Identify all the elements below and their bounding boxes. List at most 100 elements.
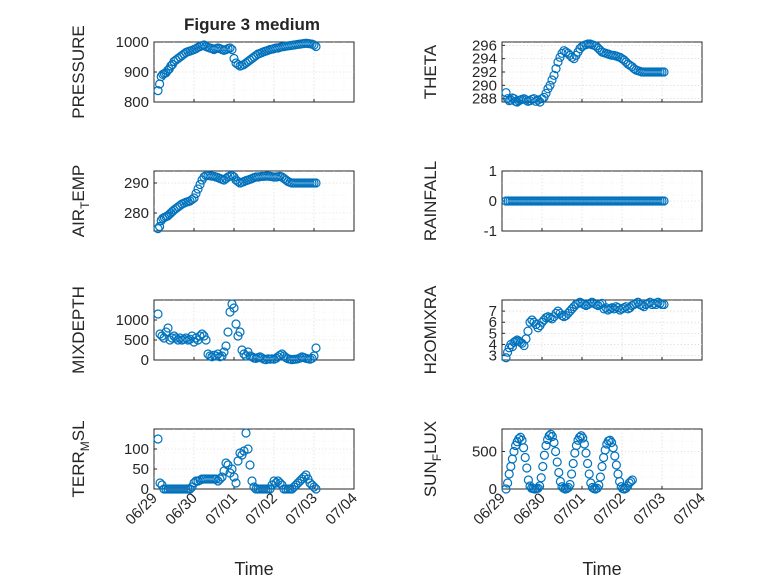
data-point bbox=[275, 350, 285, 360]
y-axis-label: RAINFALL bbox=[421, 161, 440, 241]
data-point bbox=[179, 334, 189, 344]
series-markers bbox=[501, 39, 669, 107]
data-point bbox=[166, 208, 176, 218]
series-markers bbox=[501, 297, 669, 363]
data-point bbox=[568, 458, 578, 469]
data-point bbox=[545, 80, 555, 90]
y-axis-label: MIXDEPTH bbox=[69, 286, 88, 374]
data-point bbox=[501, 353, 511, 363]
data-point bbox=[554, 467, 564, 478]
data-point bbox=[578, 433, 588, 443]
y-tick-label: 0 bbox=[489, 193, 497, 210]
data-point bbox=[581, 448, 591, 458]
data-point bbox=[211, 351, 221, 361]
x-tick-label: 07/03 bbox=[282, 490, 321, 529]
data-point bbox=[163, 323, 173, 333]
data-point bbox=[231, 478, 241, 488]
y-tick-label: 900 bbox=[124, 64, 149, 81]
y-tick-label: 500 bbox=[124, 332, 149, 349]
data-point bbox=[610, 451, 620, 461]
data-point bbox=[539, 450, 550, 460]
data-point bbox=[229, 303, 239, 313]
x-tick-label: 07/03 bbox=[630, 490, 669, 529]
data-point bbox=[576, 431, 586, 441]
data-point bbox=[627, 475, 638, 485]
data-point bbox=[531, 96, 541, 106]
data-point bbox=[231, 319, 241, 329]
data-point bbox=[243, 444, 253, 454]
y-tick-label: 296 bbox=[472, 37, 497, 54]
data-point bbox=[566, 469, 577, 479]
data-point bbox=[189, 193, 199, 203]
data-point bbox=[241, 428, 251, 438]
data-point bbox=[582, 458, 593, 469]
data-point bbox=[546, 429, 556, 439]
data-point bbox=[235, 327, 245, 337]
data-point bbox=[503, 478, 513, 488]
subplot-terr-msl: 06/29 06/30 07/01 07/02 07/03 07/04050100TERR… bbox=[69, 420, 361, 579]
data-point bbox=[217, 472, 227, 482]
data-point bbox=[523, 475, 534, 485]
data-point bbox=[311, 484, 321, 494]
data-point bbox=[541, 88, 551, 98]
y-tick-label: 0 bbox=[141, 481, 149, 498]
series-markers bbox=[153, 38, 321, 96]
x-tick-label: 06/30 bbox=[162, 490, 201, 529]
data-point bbox=[153, 309, 163, 319]
y-axis-label: TERRMSL bbox=[69, 420, 92, 497]
x-tick-label: 07/01 bbox=[550, 490, 589, 529]
y-tick-label: 1 bbox=[489, 163, 497, 180]
series-markers bbox=[153, 170, 321, 234]
data-point bbox=[509, 446, 519, 457]
data-point bbox=[536, 473, 546, 483]
data-point bbox=[155, 221, 165, 232]
subplot-rainfall: -1 0 1 RAINFALL bbox=[421, 161, 703, 241]
x-tick-label: 07/04 bbox=[670, 490, 709, 529]
data-point bbox=[565, 479, 575, 490]
data-point bbox=[153, 434, 163, 444]
data-point bbox=[309, 482, 319, 492]
x-tick-label: 07/02 bbox=[242, 490, 281, 529]
y-tick-label: 6 bbox=[489, 314, 497, 331]
data-point bbox=[549, 437, 559, 448]
data-point bbox=[518, 443, 529, 453]
data-point bbox=[541, 440, 551, 451]
data-point bbox=[225, 43, 235, 53]
data-point bbox=[584, 469, 594, 479]
x-tick-label: 07/01 bbox=[202, 490, 241, 529]
data-point bbox=[201, 335, 211, 345]
data-point bbox=[533, 483, 543, 493]
x-tick-label: 06/30 bbox=[510, 490, 549, 529]
data-point bbox=[211, 474, 221, 484]
data-point bbox=[637, 300, 647, 311]
data-point bbox=[523, 326, 533, 336]
data-point bbox=[503, 347, 513, 357]
y-tick-label: 290 bbox=[124, 175, 149, 192]
data-point bbox=[621, 483, 631, 493]
data-point bbox=[659, 196, 669, 206]
y-tick-label: 100 bbox=[124, 441, 149, 458]
y-tick-label: 50 bbox=[132, 461, 149, 478]
data-point bbox=[659, 67, 669, 77]
data-point bbox=[193, 184, 203, 194]
y-tick-label: 292 bbox=[472, 64, 497, 81]
x-tick-label: 07/04 bbox=[322, 490, 361, 529]
data-point bbox=[549, 70, 559, 80]
series-markers bbox=[153, 428, 321, 494]
y-tick-label: 5 bbox=[489, 325, 497, 342]
y-axis-label: AIRTEMP bbox=[69, 165, 92, 238]
y-tick-label: 0 bbox=[141, 352, 149, 369]
y-tick-label: 280 bbox=[124, 205, 149, 222]
data-point bbox=[552, 457, 562, 467]
data-point bbox=[595, 472, 606, 482]
data-point bbox=[519, 340, 529, 351]
y-tick-label: -1 bbox=[484, 223, 497, 240]
y-tick-label: 7 bbox=[489, 303, 497, 320]
series-markers bbox=[501, 429, 638, 494]
x-axis-label: Time bbox=[582, 559, 621, 579]
data-point bbox=[533, 95, 543, 105]
data-point bbox=[538, 461, 548, 472]
subplot-mixdepth: 0 500 1000 MIXDEPTH bbox=[69, 286, 355, 374]
